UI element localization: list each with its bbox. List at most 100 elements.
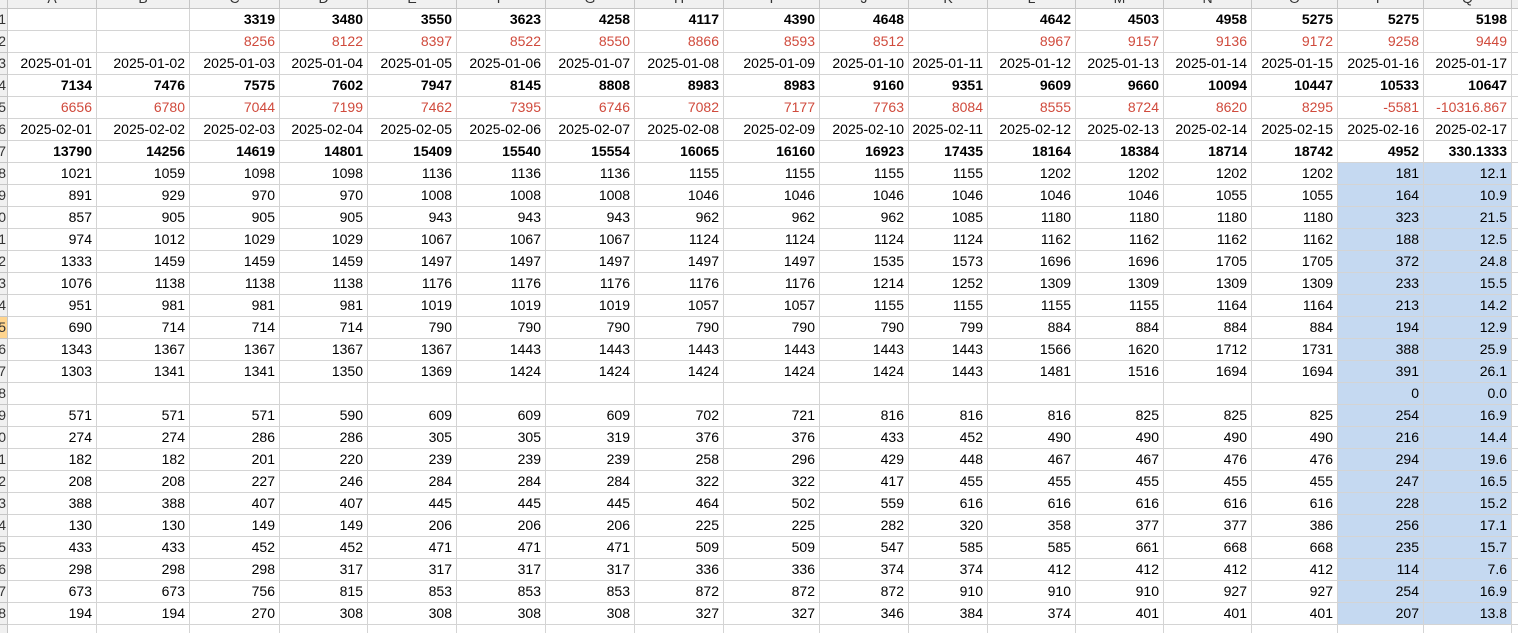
cell[interactable]: 2025-02-16 [1338, 119, 1424, 141]
cell[interactable]: 1124 [909, 229, 988, 251]
cell[interactable]: 1176 [368, 273, 457, 295]
cell[interactable]: 284 [368, 471, 457, 493]
cell[interactable]: 182 [8, 449, 97, 471]
cell[interactable]: 1021 [8, 163, 97, 185]
cell[interactable]: 2025-02-17 [1424, 119, 1512, 141]
row-header[interactable]: 27 [0, 581, 8, 603]
cell[interactable]: 374 [988, 603, 1076, 625]
cell[interactable]: 1012 [97, 229, 190, 251]
cell[interactable]: 1162 [988, 229, 1076, 251]
cell[interactable]: 7462 [368, 97, 457, 119]
cell[interactable]: 149 [190, 515, 280, 537]
cell[interactable]: 2025-02-07 [546, 119, 635, 141]
cell[interactable]: 254 [1338, 581, 1424, 603]
row-header[interactable]: 7 [0, 141, 8, 163]
cell[interactable]: 1705 [1252, 251, 1338, 273]
cell[interactable]: 2025-01-10 [820, 53, 909, 75]
cell[interactable]: 8084 [909, 97, 988, 119]
cell[interactable]: 1497 [635, 251, 724, 273]
cell[interactable] [1512, 273, 1518, 295]
cell[interactable] [1512, 97, 1518, 119]
cell[interactable]: 21.5 [1424, 207, 1512, 229]
column-header[interactable]: A [8, 0, 97, 9]
cell[interactable]: 816 [820, 405, 909, 427]
cell[interactable]: 1424 [724, 361, 820, 383]
cell[interactable] [1424, 625, 1512, 633]
cell[interactable]: 384 [909, 603, 988, 625]
row-header[interactable]: 11 [0, 229, 8, 251]
cell[interactable]: 8256 [190, 31, 280, 53]
cell[interactable]: 1367 [368, 339, 457, 361]
cell[interactable]: 17435 [909, 141, 988, 163]
cell[interactable] [1512, 603, 1518, 625]
cell[interactable]: 816 [988, 405, 1076, 427]
cell[interactable]: 2025-01-07 [546, 53, 635, 75]
cell[interactable]: 298 [8, 559, 97, 581]
cell[interactable]: 320 [909, 515, 988, 537]
cell[interactable]: 256 [1338, 515, 1424, 537]
cell[interactable]: 816 [909, 405, 988, 427]
cell[interactable]: 571 [97, 405, 190, 427]
cell[interactable]: 1443 [909, 339, 988, 361]
cell[interactable]: 1497 [457, 251, 546, 273]
cell[interactable]: 571 [190, 405, 280, 427]
cell[interactable] [1512, 537, 1518, 559]
cell[interactable]: 16065 [635, 141, 724, 163]
cell[interactable]: 1343 [8, 339, 97, 361]
cell[interactable]: 1076 [8, 273, 97, 295]
cell[interactable]: 181 [1338, 163, 1424, 185]
cell[interactable]: 1029 [280, 229, 368, 251]
cell[interactable]: 17.1 [1424, 515, 1512, 537]
cell[interactable]: 274 [8, 427, 97, 449]
cell[interactable]: 571 [8, 405, 97, 427]
cell[interactable]: 317 [457, 559, 546, 581]
cell[interactable]: 286 [280, 427, 368, 449]
cell[interactable]: 1155 [1076, 295, 1164, 317]
cell[interactable]: 9351 [909, 75, 988, 97]
cell[interactable]: 2025-01-06 [457, 53, 546, 75]
cell[interactable]: 5275 [1338, 9, 1424, 31]
cell[interactable]: 15.5 [1424, 273, 1512, 295]
cell[interactable]: 3319 [190, 9, 280, 31]
cell[interactable] [635, 625, 724, 633]
cell[interactable]: 1046 [988, 185, 1076, 207]
cell[interactable] [546, 625, 635, 633]
cell[interactable]: 891 [8, 185, 97, 207]
cell[interactable]: 164 [1338, 185, 1424, 207]
column-header[interactable]: H [635, 0, 724, 9]
cell[interactable]: 927 [1252, 581, 1338, 603]
cell[interactable]: 1098 [280, 163, 368, 185]
cell[interactable]: 673 [97, 581, 190, 603]
cell[interactable] [1164, 625, 1252, 633]
cell[interactable]: 12.9 [1424, 317, 1512, 339]
cell[interactable]: 407 [280, 493, 368, 515]
cell[interactable]: 1067 [368, 229, 457, 251]
cell[interactable]: 471 [457, 537, 546, 559]
cell[interactable]: 227 [190, 471, 280, 493]
column-header[interactable]: D [280, 0, 368, 9]
cell[interactable]: 585 [988, 537, 1076, 559]
cell[interactable]: 4648 [820, 9, 909, 31]
cell[interactable]: 149 [280, 515, 368, 537]
cell[interactable]: 673 [8, 581, 97, 603]
cell[interactable]: 5275 [1252, 9, 1338, 31]
cell[interactable]: 1443 [546, 339, 635, 361]
cell[interactable] [724, 383, 820, 405]
cell[interactable]: 714 [280, 317, 368, 339]
cell[interactable]: 1155 [724, 163, 820, 185]
cell[interactable]: 1341 [97, 361, 190, 383]
cell[interactable] [1512, 515, 1518, 537]
cell[interactable]: 452 [190, 537, 280, 559]
column-header[interactable]: C [190, 0, 280, 9]
cell[interactable]: 476 [1252, 449, 1338, 471]
cell[interactable] [820, 625, 909, 633]
cell[interactable]: 5198 [1424, 9, 1512, 31]
cell[interactable]: 8866 [635, 31, 724, 53]
cell[interactable] [457, 383, 546, 405]
cell[interactable] [1512, 339, 1518, 361]
cell[interactable]: 448 [909, 449, 988, 471]
cell[interactable]: 8808 [546, 75, 635, 97]
cell[interactable]: 1202 [988, 163, 1076, 185]
cell[interactable]: 433 [8, 537, 97, 559]
cell[interactable]: 943 [368, 207, 457, 229]
